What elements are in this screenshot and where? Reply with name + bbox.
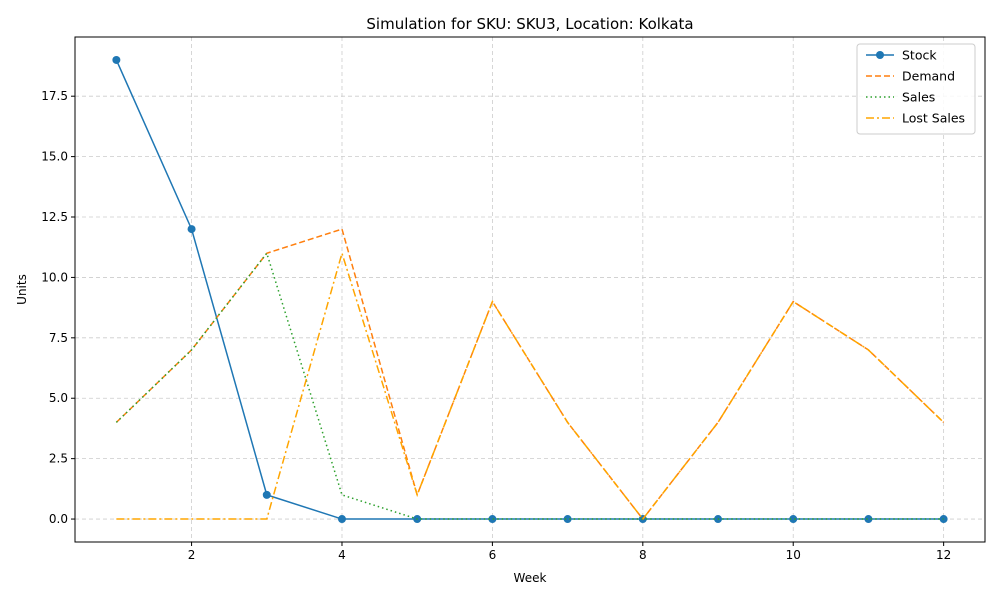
legend-box xyxy=(856,43,976,135)
legend-label-demand: Demand xyxy=(902,69,955,84)
grid xyxy=(75,37,985,542)
legend: Stock Demand Sales Lost Sales xyxy=(856,43,976,135)
y-axis-label: Units xyxy=(15,274,29,305)
series-line-sales xyxy=(115,251,944,520)
data-point-stock xyxy=(262,490,271,499)
y-tick-label: 15.0 xyxy=(41,150,68,164)
y-tick-label: 2.5 xyxy=(49,452,68,466)
x-axis-label: Week xyxy=(514,571,547,585)
data-point-stock xyxy=(112,55,121,64)
chart-title: Simulation for SKU: SKU3, Location: Kolk… xyxy=(366,15,693,33)
data-point-stock xyxy=(563,515,572,524)
y-tick-label: 5.0 xyxy=(49,391,68,405)
data-point-stock xyxy=(187,225,196,234)
x-tick-label: 2 xyxy=(188,548,196,562)
legend-label-sales: Sales xyxy=(902,90,935,105)
series-line-demand xyxy=(115,228,945,521)
legend-label-lost-sales: Lost Sales xyxy=(902,111,965,126)
axis-ticks: 2 4 6 8 10 12 0.0 2.5 5.0 7.5 10.0 12.5 15.0 17.5 xyxy=(41,89,951,562)
y-tick-label: 12.5 xyxy=(41,210,68,224)
x-tick-label: 10 xyxy=(786,548,801,562)
y-tick-label: 7.5 xyxy=(49,331,68,345)
y-tick-label: 10.0 xyxy=(41,270,68,284)
x-tick-label: 6 xyxy=(489,548,497,562)
x-tick-label: 8 xyxy=(639,548,647,562)
series-line-lost-sales xyxy=(116,250,945,521)
plot-frame xyxy=(74,36,986,543)
y-tick-label: 0.0 xyxy=(49,512,68,526)
y-tick-label: 17.5 xyxy=(41,89,68,103)
legend-label-stock: Stock xyxy=(902,48,937,63)
x-tick-label: 12 xyxy=(936,548,951,562)
data-point-stock xyxy=(864,515,873,524)
legend-marker-stock xyxy=(876,51,884,59)
series-line-stock xyxy=(115,59,944,520)
x-tick-label: 4 xyxy=(338,548,346,562)
data-point-stock xyxy=(488,515,497,524)
data-point-stock xyxy=(789,515,798,524)
data-point-stock xyxy=(337,515,346,524)
series-layer xyxy=(112,55,948,524)
